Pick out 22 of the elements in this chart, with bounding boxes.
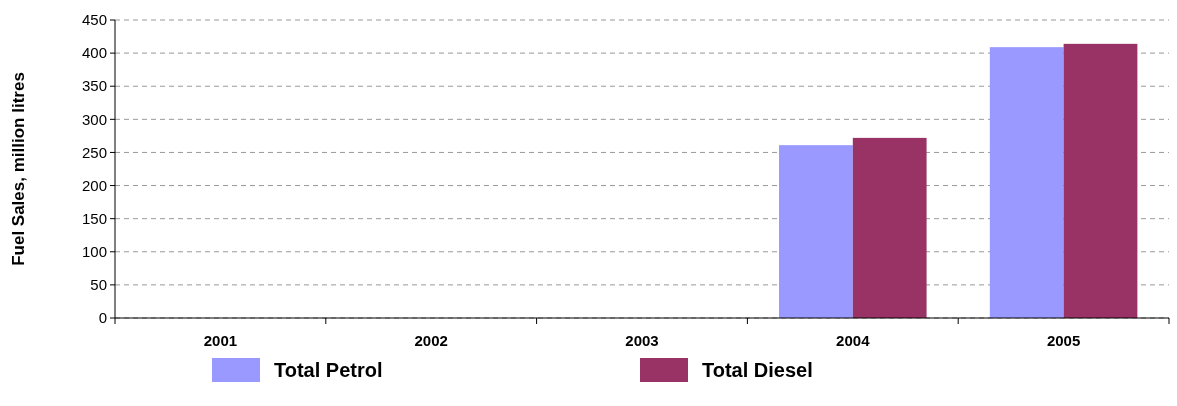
x-tick-label: 2002 [414,332,448,349]
y-tick-label: 50 [90,276,107,294]
bar [779,145,853,318]
y-tick-label: 350 [81,77,107,95]
y-tick-label: 450 [81,11,107,29]
bar [989,47,1064,318]
x-tick-label: 2004 [836,332,871,349]
y-tick-label: 300 [81,110,107,128]
legend-label: Total Petrol [274,359,383,381]
y-tick-label: 200 [81,176,107,194]
y-tick-label: 250 [81,143,107,161]
bar [852,137,927,318]
x-tick-label: 2003 [625,332,659,349]
legend-label: Total Diesel [702,359,813,381]
x-tick-label: 2001 [203,332,238,349]
x-tick-label: 2005 [1046,332,1081,349]
y-tick-label: 150 [81,209,107,227]
bar [1063,43,1138,318]
y-tick-label: 400 [81,44,107,62]
y-tick-label: 100 [81,243,107,261]
y-tick-label: 0 [98,309,107,327]
y-axis-title: Fuel Sales, million litres [9,72,28,266]
